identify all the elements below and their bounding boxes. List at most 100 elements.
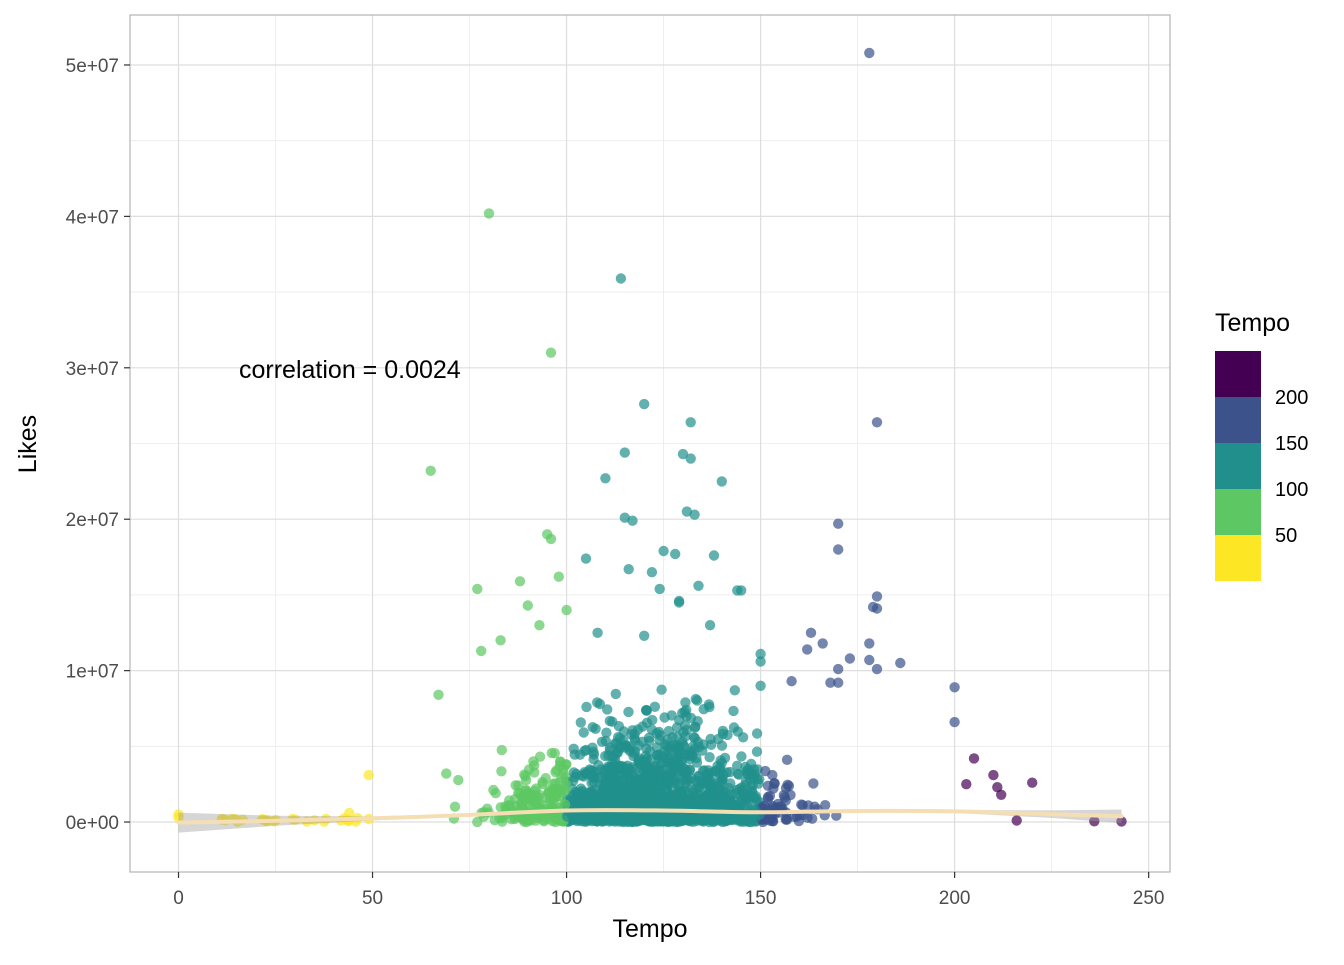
- scatter-point: [699, 814, 710, 825]
- legend-label: 150: [1275, 433, 1308, 455]
- scatter-point: [550, 767, 561, 778]
- scatter-point: [682, 773, 693, 785]
- scatter-point: [644, 735, 655, 747]
- scatter-point: [751, 728, 763, 739]
- scatter-point: [1027, 777, 1038, 788]
- scatter-point: [649, 815, 660, 826]
- scatter-point: [949, 716, 960, 728]
- scatter-point: [704, 620, 716, 631]
- scatter-point: [689, 509, 700, 520]
- scatter-point: [667, 732, 678, 743]
- scatter-point: [615, 273, 627, 284]
- scatter-point: [558, 768, 569, 779]
- scatter-point: [627, 515, 638, 526]
- scatter-point: [692, 695, 703, 706]
- scatter-point: [523, 811, 535, 823]
- scatter-point: [708, 816, 719, 827]
- scatter-point: [871, 417, 883, 428]
- x-axis-title: Tempo: [612, 915, 687, 943]
- scatter-point: [623, 706, 634, 718]
- scatter-point: [628, 751, 639, 762]
- scatter-point: [724, 800, 735, 811]
- scatter-point: [596, 736, 608, 747]
- scatter-point: [844, 653, 856, 664]
- scatter-point: [685, 453, 696, 464]
- scatter-point: [599, 767, 610, 779]
- scatter-point: [534, 620, 545, 631]
- scatter-point: [673, 597, 685, 608]
- scatter-point: [441, 768, 452, 779]
- x-tick-label: 0: [173, 888, 184, 909]
- scatter-point: [657, 764, 669, 775]
- scatter-point: [996, 789, 1007, 800]
- scatter-point: [680, 785, 691, 796]
- scatter-point: [641, 705, 652, 716]
- scatter-point: [736, 585, 747, 596]
- scatter-point: [580, 553, 592, 564]
- scatter-point: [781, 814, 793, 825]
- scatter-point: [344, 807, 355, 819]
- scatter-point: [825, 677, 836, 688]
- scatter-point: [871, 591, 883, 602]
- x-tick-label: 150: [745, 888, 777, 909]
- scatter-point: [600, 473, 611, 484]
- scatter-point: [609, 775, 620, 786]
- scatter-point: [678, 739, 689, 751]
- scatter-point: [624, 741, 635, 752]
- x-tick-label: 250: [1133, 888, 1165, 909]
- scatter-point: [601, 727, 612, 738]
- y-tick-label: 5e+07: [66, 56, 119, 77]
- scatter-point: [531, 797, 542, 808]
- scatter-point: [1011, 815, 1022, 826]
- scatter-point: [634, 767, 645, 779]
- smooth-layer: [176, 808, 1124, 833]
- scatter-point: [449, 801, 461, 812]
- legend-color-key: [1215, 397, 1261, 443]
- scatter-point: [680, 697, 691, 708]
- scatter-point: [736, 751, 747, 762]
- scatter-point: [654, 583, 665, 595]
- scatter-point: [559, 799, 571, 810]
- scatter-point: [673, 778, 685, 789]
- scatter-point: [640, 780, 652, 792]
- scatter-point: [802, 644, 813, 655]
- scatter-point: [545, 347, 557, 358]
- x-tick-label: 200: [939, 888, 971, 909]
- scatter-point: [433, 689, 444, 700]
- scatter-point: [590, 723, 601, 734]
- scatter-point: [871, 663, 883, 675]
- legend-title: Tempo: [1215, 309, 1290, 337]
- scatter-point: [668, 763, 679, 774]
- scatter-point: [742, 768, 753, 779]
- scatter-point: [579, 745, 590, 757]
- scatter-point: [488, 784, 499, 796]
- scatter-point: [708, 550, 720, 561]
- scatter-point: [724, 766, 736, 778]
- scatter-point: [561, 759, 572, 770]
- scatter-point: [656, 684, 667, 695]
- scatter-point: [483, 208, 495, 219]
- scatter-point: [659, 712, 670, 723]
- scatter-point: [671, 791, 682, 803]
- scatter-point: [820, 800, 831, 811]
- scatter-point: [864, 638, 875, 649]
- scatter-point: [808, 778, 819, 789]
- scatter-point: [691, 795, 702, 806]
- legend-label: 200: [1275, 387, 1308, 409]
- scatter-point: [495, 635, 506, 646]
- scatter-point: [654, 786, 665, 797]
- scatter-point: [742, 797, 754, 808]
- scatter-point: [685, 417, 696, 428]
- legend: Tempo 200 150 100 50: [1215, 309, 1308, 581]
- scatter-point: [895, 657, 906, 669]
- scatter-point: [716, 757, 727, 769]
- scatter-point: [599, 792, 610, 803]
- scatter-point: [968, 753, 980, 764]
- scatter-point: [581, 701, 592, 713]
- scatter-point: [521, 775, 532, 786]
- scatter-point: [796, 799, 807, 810]
- scatter-point: [717, 773, 728, 785]
- scatter-point: [833, 663, 844, 675]
- scatter-point: [639, 630, 650, 641]
